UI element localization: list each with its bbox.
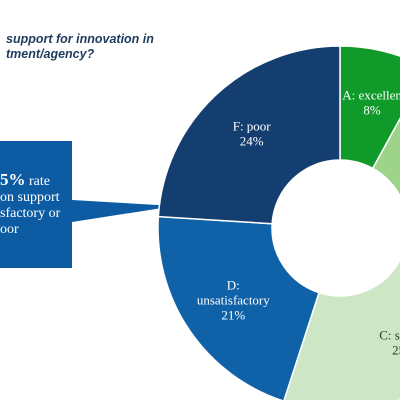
callout-text: 5% rate on support sfactory or oor: [0, 170, 80, 238]
chart-title: support for innovation in tment/agency?: [6, 32, 246, 62]
slice-value-label: 25: [392, 342, 400, 357]
donut-slice-f: [157, 45, 341, 225]
callout-shape: [0, 141, 175, 268]
donut-slice-c: [283, 258, 400, 400]
slice-value-label: 24%: [240, 133, 264, 148]
callout-percent: 5%: [0, 170, 26, 189]
slice-category-label: C: satis: [379, 327, 400, 342]
title-line-2: tment/agency?: [6, 47, 95, 61]
callout-line-4: oor: [0, 222, 19, 237]
slice-category-label: F: poor: [233, 118, 272, 133]
donut-slice-b: [371, 117, 400, 198]
title-line-1: support for innovation in: [6, 32, 154, 46]
callout-line-3: sfactory or: [0, 206, 61, 221]
callout-line-1-rest: rate: [25, 174, 50, 189]
callout-line-2: on support: [0, 190, 60, 205]
donut-slice-d: [157, 215, 320, 400]
callout-line-1: 5% rate: [0, 170, 80, 190]
slice-category-label: A: excellen: [342, 88, 400, 103]
slice-category-label: unsatisfactory: [197, 293, 270, 308]
donut-slice-a: [339, 45, 400, 170]
slice-value-label: 8%: [363, 103, 381, 118]
slice-value-label: 21%: [221, 308, 245, 323]
slice-category-label: D:: [227, 278, 240, 293]
